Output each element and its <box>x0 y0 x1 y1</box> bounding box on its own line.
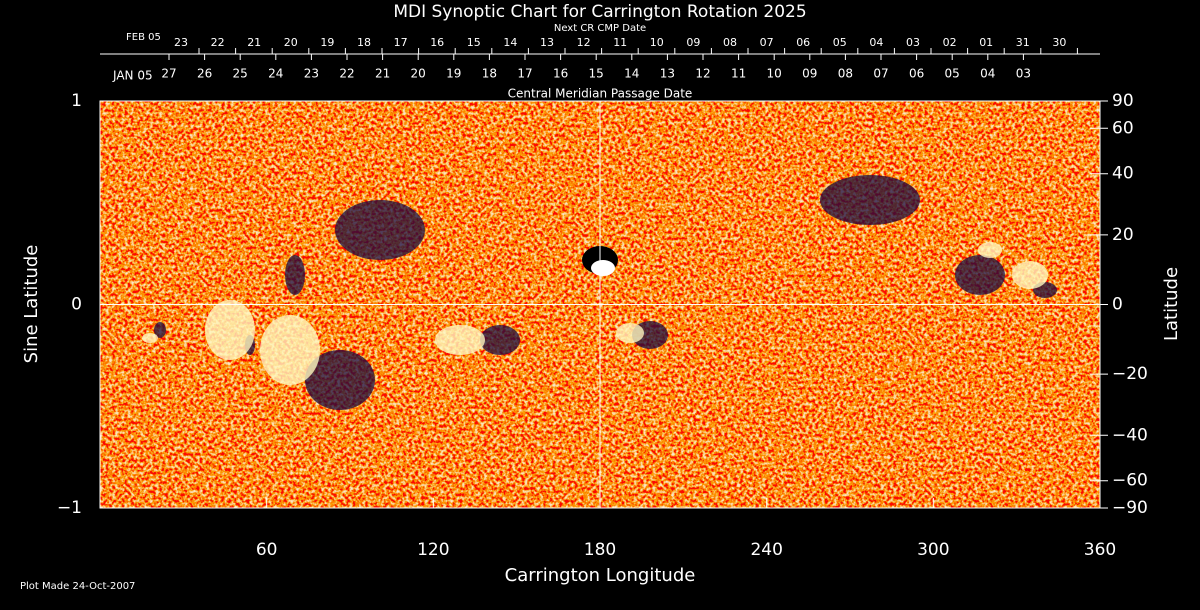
x-tick-label: 60 <box>256 540 278 560</box>
next-date-label: 07 <box>760 36 774 49</box>
next-date-label: 31 <box>1016 36 1030 49</box>
y2-tick-label: −60 <box>1112 471 1148 491</box>
y2-tick-label: 20 <box>1112 225 1134 245</box>
next-date-label: 12 <box>577 36 591 49</box>
cmp-date-label: 27 <box>161 67 176 81</box>
y-tick-label: −1 <box>57 498 82 518</box>
y2-axis-label: Latitude <box>1161 267 1182 341</box>
x-tick-label: 180 <box>584 540 616 560</box>
cmp-date-label: 21 <box>375 67 390 81</box>
y2-tick-label: 40 <box>1112 164 1134 184</box>
next-date-label: 09 <box>686 36 700 49</box>
cmp-date-label: 15 <box>589 67 604 81</box>
y-tick-label: 0 <box>71 295 82 315</box>
next-date-label: 13 <box>540 36 554 49</box>
x-tick-label: 240 <box>750 540 782 560</box>
cmp-date-label: 13 <box>660 67 675 81</box>
cmp-axis-label: Central Meridian Passage Date <box>508 87 693 101</box>
next-date-label: 14 <box>503 36 517 49</box>
y-tick-label: 1 <box>71 91 82 111</box>
next-start-label: FEB 05 <box>126 32 161 43</box>
next-date-label: 17 <box>394 36 408 49</box>
positive-regions <box>142 242 1048 385</box>
cmp-date-label: 12 <box>695 67 710 81</box>
next-date-label: 20 <box>284 36 298 49</box>
cmp-date-label: 04 <box>980 67 995 81</box>
next-date-label: 04 <box>869 36 883 49</box>
cmp-date-label: 07 <box>873 67 888 81</box>
next-date-label: 21 <box>247 36 261 49</box>
y2-tick-label: −40 <box>1112 425 1148 445</box>
cmp-date-label: 10 <box>767 67 782 81</box>
x-tick-label: 360 <box>1084 540 1116 560</box>
y2-tick-label: −90 <box>1112 498 1148 518</box>
cmp-date-label: 11 <box>731 67 746 81</box>
y2-tick-label: 90 <box>1112 91 1134 111</box>
chart-title: MDI Synoptic Chart for Carrington Rotati… <box>393 2 806 22</box>
footnote: Plot Made 24-Oct-2007 <box>20 581 135 592</box>
next-date-label: 10 <box>650 36 664 49</box>
sunspot-positive <box>591 260 615 276</box>
cmp-date-label: 24 <box>268 67 283 81</box>
cmp-date-label: 20 <box>411 67 426 81</box>
cmp-date-label: 03 <box>1016 67 1031 81</box>
cmp-date-label: 22 <box>339 67 354 81</box>
next-date-label: 03 <box>906 36 920 49</box>
next-date-label: 30 <box>1052 36 1066 49</box>
next-date-label: 05 <box>833 36 847 49</box>
next-date-label: 16 <box>430 36 444 49</box>
cmp-date-label: 17 <box>517 67 532 81</box>
next-date-label: 02 <box>943 36 957 49</box>
x-axis-label: Carrington Longitude <box>505 565 696 586</box>
next-date-label: 11 <box>613 36 627 49</box>
cmp-date-label: 26 <box>197 67 212 81</box>
cmp-date-label: 14 <box>624 67 639 81</box>
next-date-label: 18 <box>357 36 371 49</box>
next-date-label: 06 <box>796 36 810 49</box>
cmp-date-label: 05 <box>945 67 960 81</box>
y2-tick-label: 0 <box>1112 295 1123 315</box>
next-date-label: 23 <box>174 36 188 49</box>
cmp-date-label: 25 <box>233 67 248 81</box>
cmp-date-label: 23 <box>304 67 319 81</box>
y2-tick-label: 60 <box>1112 118 1134 138</box>
next-date-label: 19 <box>320 36 334 49</box>
y2-tick-label: −20 <box>1112 364 1148 384</box>
cmp-start-label: JAN 05 <box>112 69 153 83</box>
cmp-date-label: 09 <box>802 67 817 81</box>
cmp-date-label: 06 <box>909 67 924 81</box>
cmp-date-label: 18 <box>482 67 497 81</box>
x-tick-label: 120 <box>417 540 449 560</box>
x-tick-label: 300 <box>917 540 949 560</box>
next-date-label: 01 <box>979 36 993 49</box>
next-date-label: 22 <box>211 36 225 49</box>
cmp-date-label: 16 <box>553 67 568 81</box>
y-axis-label: Sine Latitude <box>21 245 42 364</box>
next-axis-label: Next CR CMP Date <box>554 23 646 34</box>
next-date-label: 08 <box>723 36 737 49</box>
next-date-label: 15 <box>467 36 481 49</box>
cmp-date-label: 19 <box>446 67 461 81</box>
cmp-date-label: 08 <box>838 67 853 81</box>
negative-regions <box>154 175 1057 410</box>
